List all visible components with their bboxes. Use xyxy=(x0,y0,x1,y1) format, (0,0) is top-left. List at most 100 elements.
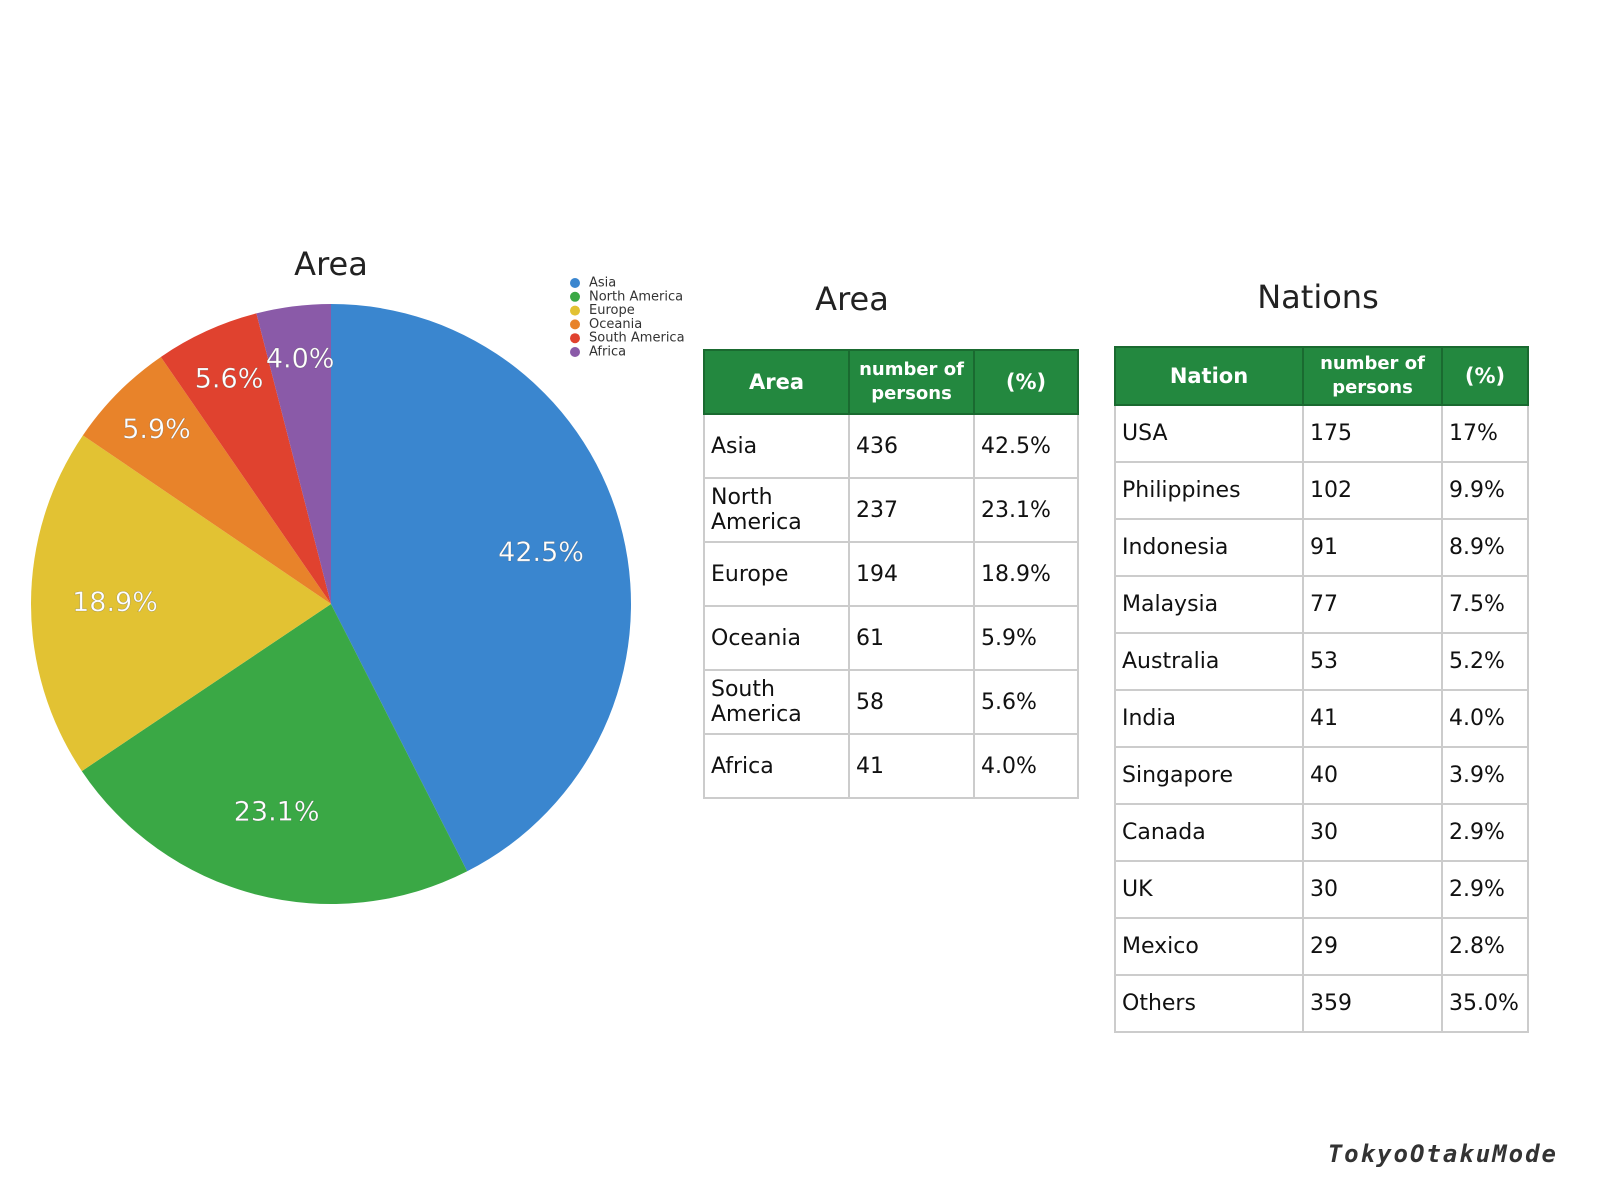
table-title: Area xyxy=(815,280,889,318)
table-cell: 2.8% xyxy=(1441,917,1529,976)
table-cell: Asia xyxy=(703,413,850,479)
table-cell: 8.9% xyxy=(1441,518,1529,577)
table-row: Others 359 35.0% xyxy=(1114,974,1529,1033)
table-row: Malaysia 77 7.5% xyxy=(1114,575,1529,634)
table-cell: Oceania xyxy=(703,605,850,671)
pie-slice xyxy=(256,304,331,604)
table-row: Europe 194 18.9% xyxy=(703,541,1079,607)
table-cell: 61 xyxy=(848,605,975,671)
table-cell: 17% xyxy=(1441,404,1529,463)
legend-label: Oceania xyxy=(589,317,642,332)
table-cell: Mexico xyxy=(1114,917,1304,976)
table-row: Canada 30 2.9% xyxy=(1114,803,1529,862)
table-cell: Malaysia xyxy=(1114,575,1304,634)
legend-marker xyxy=(570,333,580,344)
table-cell: 194 xyxy=(848,541,975,607)
table-cell: India xyxy=(1114,689,1304,748)
table-cell: 2.9% xyxy=(1441,860,1529,919)
pie-slice xyxy=(81,604,468,904)
header-cell: (%) xyxy=(973,349,1079,415)
legend-label: Europe xyxy=(589,303,635,318)
nations-table: Nation number of persons (%) USA 175 17% Phili… xyxy=(1114,346,1529,1033)
table-cell: 175 xyxy=(1302,404,1443,463)
data-label: 5.9% xyxy=(122,414,191,445)
table-cell: 30 xyxy=(1302,803,1443,862)
header-row: Area number of persons (%) xyxy=(703,349,1079,415)
table-row: USA 175 17% xyxy=(1114,404,1529,463)
table-cell: 5.6% xyxy=(973,669,1079,735)
table-cell: North America xyxy=(703,477,850,543)
table-cell: 102 xyxy=(1302,461,1443,520)
table-cell: USA xyxy=(1114,404,1304,463)
legend-marker xyxy=(570,347,580,357)
table-cell: 7.5% xyxy=(1441,575,1529,634)
data-label: 23.1% xyxy=(234,797,320,828)
header-cell: number of persons xyxy=(1302,346,1443,406)
data-label: 5.6% xyxy=(195,364,264,395)
table-cell: Indonesia xyxy=(1114,518,1304,577)
header-cell: (%) xyxy=(1441,346,1529,406)
table-cell: 91 xyxy=(1302,518,1443,577)
table-cell: Philippines xyxy=(1114,461,1304,520)
table-row: Asia 436 42.5% xyxy=(703,413,1079,479)
table-row: India 41 4.0% xyxy=(1114,689,1529,748)
table-row: UK 30 2.9% xyxy=(1114,860,1529,919)
table-cell: 2.9% xyxy=(1441,803,1529,862)
legend-label: Asia xyxy=(589,276,616,291)
header-row: Nation number of persons (%) xyxy=(1114,346,1529,406)
legend-marker xyxy=(570,319,580,330)
header-cell: number of persons xyxy=(848,349,975,415)
table-cell: 359 xyxy=(1302,974,1443,1033)
pie-chart: Area 42.5% 23.1% 18.9% 5.9%5.6%4.0% AsiaNort… xyxy=(30,245,685,904)
table-title: Nations xyxy=(1257,278,1379,316)
table-cell: 5.9% xyxy=(973,605,1079,671)
table-cell: 9.9% xyxy=(1441,461,1529,520)
table-cell: 237 xyxy=(848,477,975,543)
legend-marker xyxy=(570,278,580,288)
table-row: North America 237 23.1% xyxy=(703,477,1079,543)
table-cell: 5.2% xyxy=(1441,632,1529,691)
table-cell: 23.1% xyxy=(973,477,1079,543)
pie-slice xyxy=(160,313,331,604)
table-cell: 40 xyxy=(1302,746,1443,805)
table-cell: Africa xyxy=(703,733,850,799)
table-row: Oceania 61 5.9% xyxy=(703,605,1079,671)
table-row: Mexico 29 2.8% xyxy=(1114,917,1529,976)
table-cell: Others xyxy=(1114,974,1304,1033)
table-cell: 42.5% xyxy=(973,413,1079,479)
table-row: Australia 53 5.2% xyxy=(1114,632,1529,691)
pie-slice xyxy=(82,356,331,604)
table-cell: Canada xyxy=(1114,803,1304,862)
table-cell: 58 xyxy=(848,669,975,735)
table-row: Africa 41 4.0% xyxy=(703,733,1079,799)
data-label: 42.5% xyxy=(498,537,584,568)
table-row: Indonesia 91 8.9% xyxy=(1114,518,1529,577)
table-cell: 4.0% xyxy=(1441,689,1529,748)
table-cell: 18.9% xyxy=(973,541,1079,607)
table-cell: 41 xyxy=(1302,689,1443,748)
legend-label: Africa xyxy=(589,345,626,360)
table-cell: 77 xyxy=(1302,575,1443,634)
legend-marker xyxy=(570,305,580,316)
table-cell: 436 xyxy=(848,413,975,479)
table-cell: UK xyxy=(1114,860,1304,919)
table-cell: South America xyxy=(703,669,850,735)
chart-title: Area xyxy=(294,245,368,283)
pie-slice xyxy=(331,304,631,872)
header-cell: Nation xyxy=(1114,346,1304,406)
data-label: 18.9% xyxy=(72,587,158,618)
table-cell: Singapore xyxy=(1114,746,1304,805)
header-cell: Area xyxy=(703,349,850,415)
table-cell: Europe xyxy=(703,541,850,607)
pie-slice xyxy=(30,435,332,772)
table-cell: 30 xyxy=(1302,860,1443,919)
legend-marker xyxy=(570,291,580,302)
table-cell: 3.9% xyxy=(1441,746,1529,805)
table-cell: 29 xyxy=(1302,917,1443,976)
table-row: Singapore 40 3.9% xyxy=(1114,746,1529,805)
table-cell: 41 xyxy=(848,733,975,799)
table-cell: 53 xyxy=(1302,632,1443,691)
legend-label: South America xyxy=(589,331,685,346)
brand: TokyoOtakuMode xyxy=(1327,1140,1558,1168)
